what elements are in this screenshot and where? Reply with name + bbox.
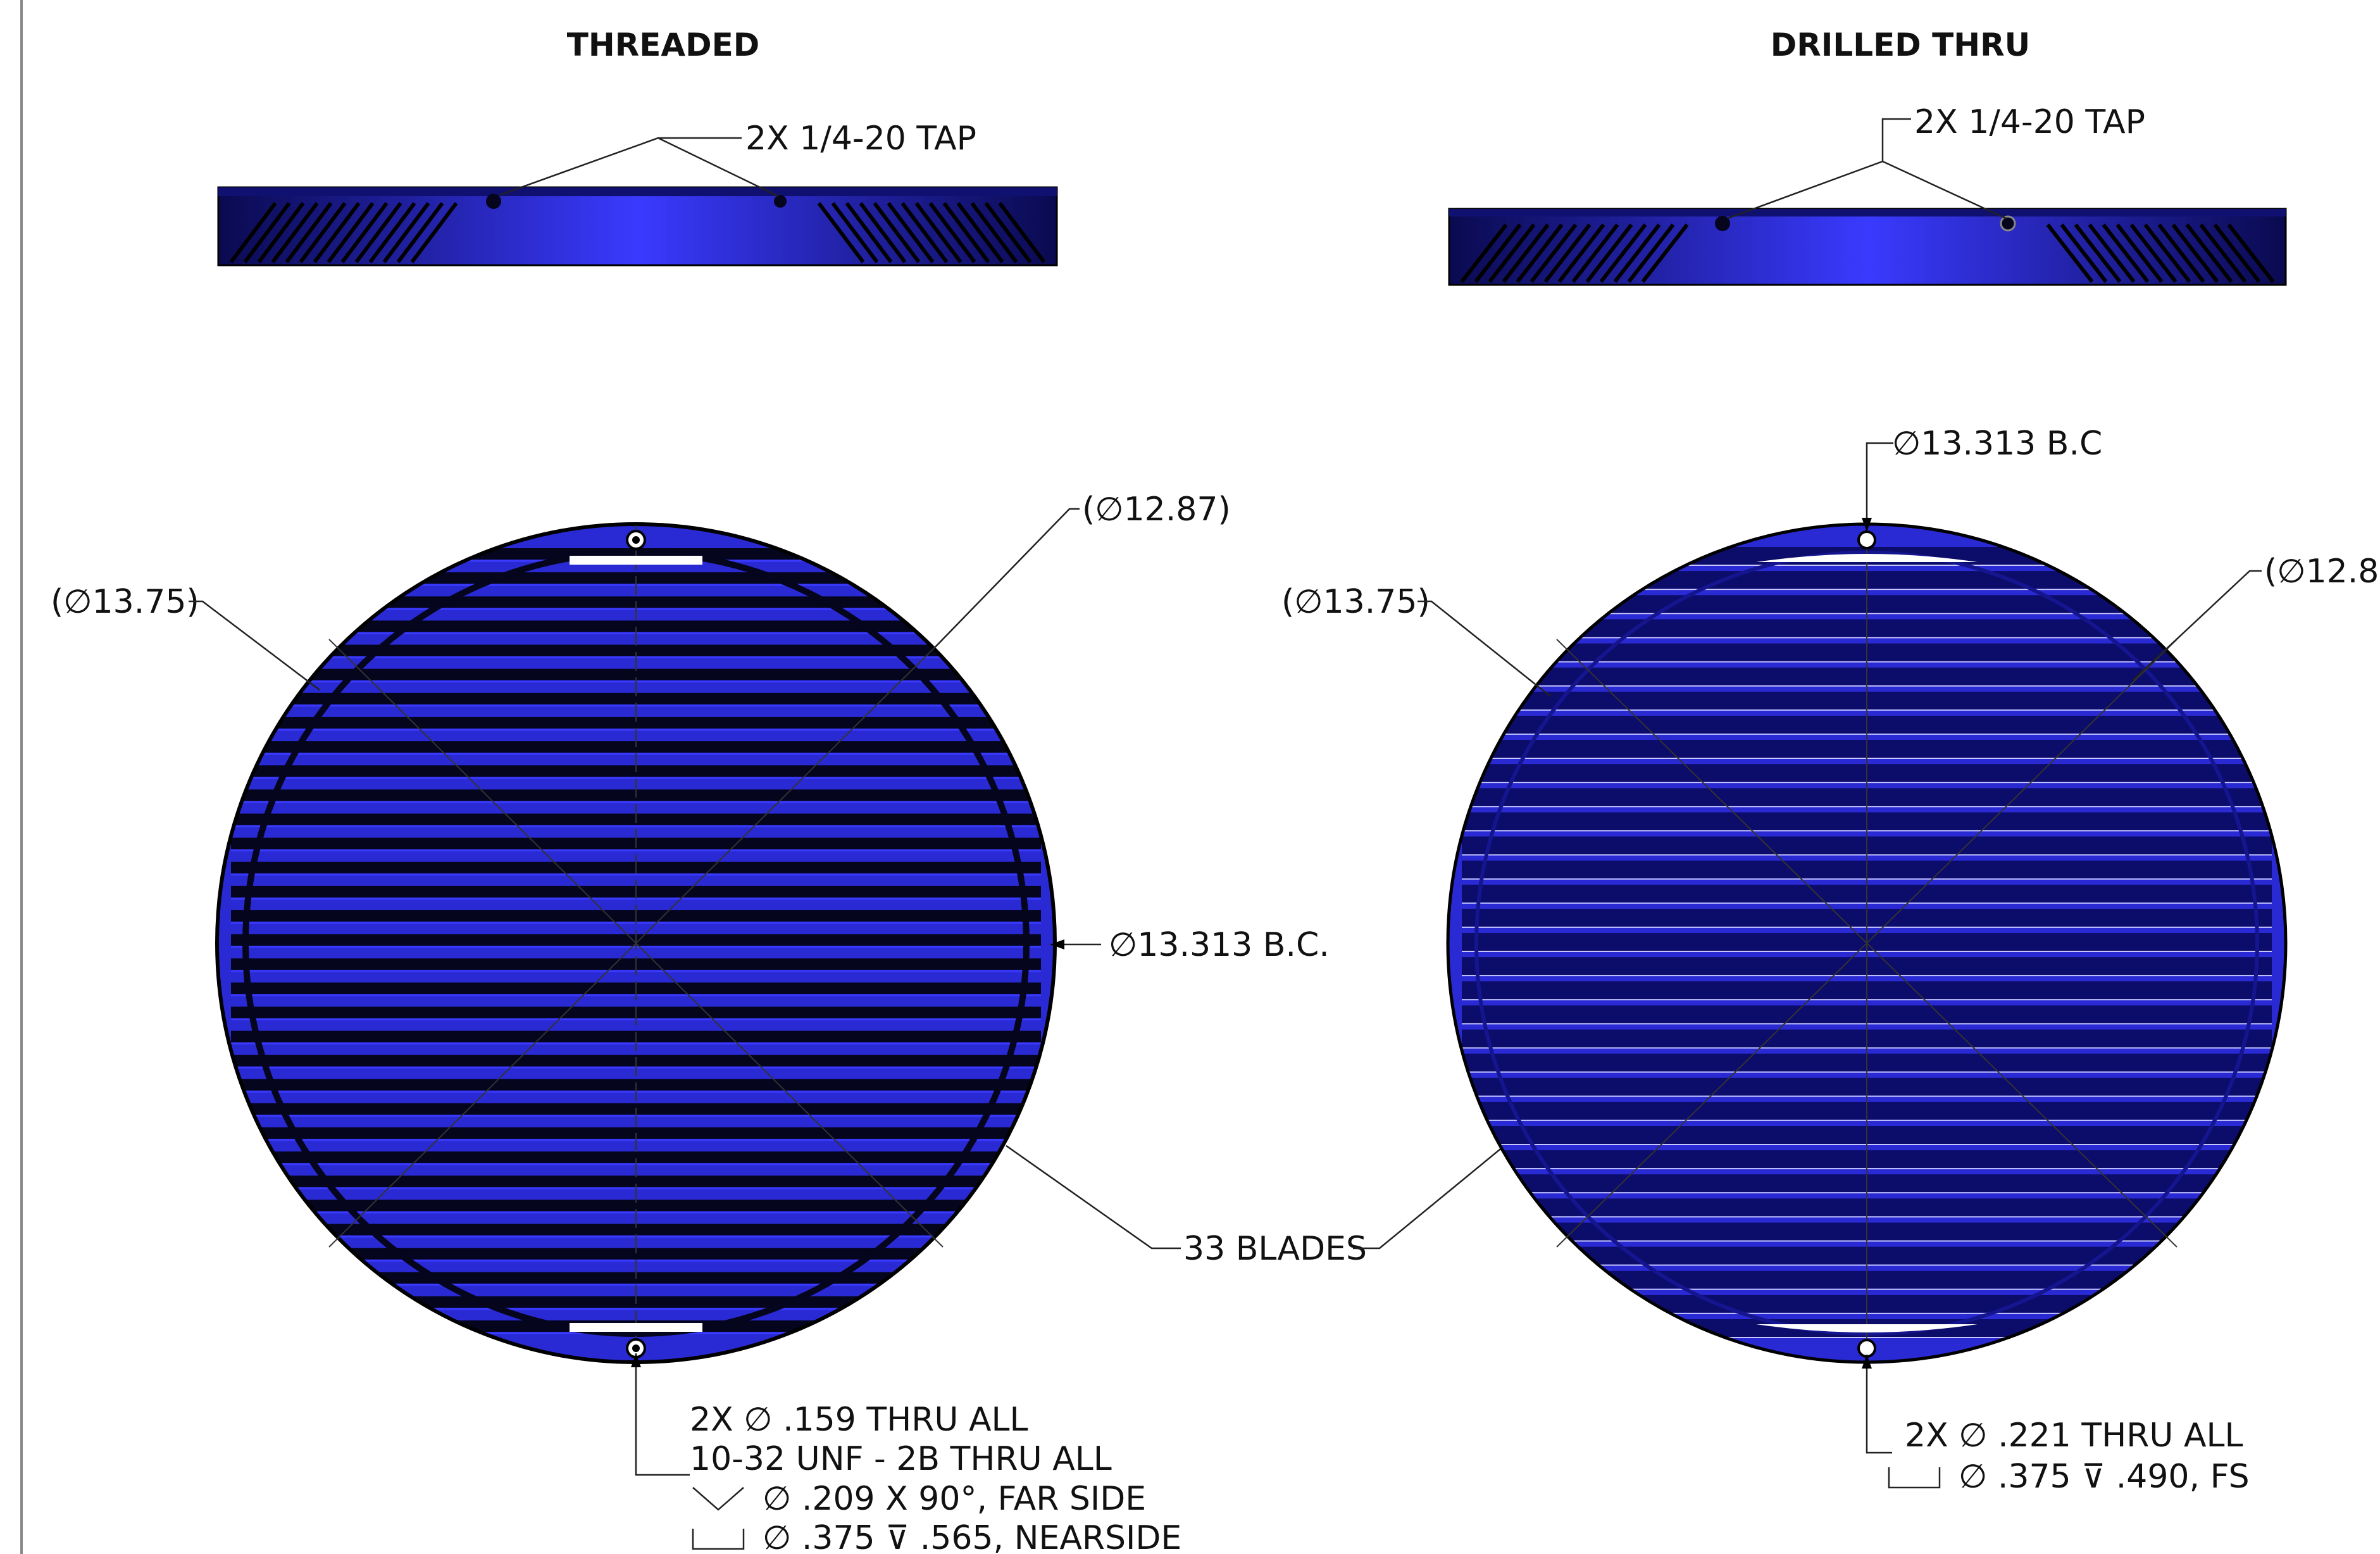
side-slat bbox=[956, 202, 1004, 263]
side-slat bbox=[2115, 223, 2164, 283]
side-slat bbox=[970, 202, 1018, 263]
counterbore-symbol bbox=[1888, 1467, 1941, 1489]
side-slat bbox=[1571, 223, 1619, 283]
side-slat bbox=[354, 202, 402, 263]
mount-hole-top bbox=[1857, 530, 1876, 549]
bolt-circle-drilled: ∅13.313 B.C bbox=[1892, 425, 2102, 463]
side-slat bbox=[873, 202, 921, 263]
hole-note-threaded-2: 10-32 UNF - 2B THRU ALL bbox=[690, 1440, 1112, 1478]
side-slat bbox=[984, 202, 1032, 263]
side-view-drilled bbox=[1448, 208, 2287, 286]
side-slat bbox=[229, 202, 277, 263]
blade bbox=[231, 692, 1041, 705]
side-slat bbox=[887, 202, 935, 263]
outer-dia-threaded: (∅13.75) bbox=[51, 583, 199, 621]
side-slat bbox=[410, 202, 458, 263]
hole-note-threaded-3: ∅ .209 X 90°, FAR SIDE bbox=[763, 1480, 1146, 1518]
side-slat bbox=[2060, 223, 2108, 283]
side-slat bbox=[2185, 223, 2233, 283]
side-slat bbox=[2171, 223, 2219, 283]
side-slat bbox=[1460, 223, 1508, 283]
inner-dia-threaded: (∅12.87) bbox=[1082, 491, 1231, 529]
bolt-circle-threaded: ∅13.313 B.C. bbox=[1109, 926, 1330, 964]
hole-note-drilled-1: 2X ∅ .221 THRU ALL bbox=[1905, 1417, 2243, 1455]
side-slat bbox=[998, 202, 1046, 263]
hole-note-threaded-1: 2X ∅ .159 THRU ALL bbox=[690, 1401, 1028, 1439]
side-view-threaded bbox=[217, 186, 1058, 266]
blade bbox=[231, 717, 1041, 729]
side-slat bbox=[2157, 223, 2205, 283]
side-slat bbox=[340, 202, 389, 263]
side-slat bbox=[257, 202, 305, 263]
side-slat bbox=[313, 202, 361, 263]
side-slat bbox=[1474, 223, 1522, 283]
side-slat bbox=[900, 202, 949, 263]
side-slat bbox=[1516, 223, 1564, 283]
tap-hole-left bbox=[486, 194, 501, 209]
side-slat bbox=[2102, 223, 2150, 283]
side-slat bbox=[1488, 223, 1536, 283]
side-slat bbox=[1502, 223, 1550, 283]
side-slat bbox=[831, 202, 879, 263]
side-slat bbox=[368, 202, 416, 263]
inner-dia-drilled: (∅12.87 bbox=[2264, 553, 2380, 591]
side-slat bbox=[1599, 223, 1647, 283]
front-view-drilled bbox=[1446, 522, 2288, 1364]
blade bbox=[231, 620, 1041, 632]
side-slat bbox=[1585, 223, 1633, 283]
blade bbox=[231, 1175, 1041, 1187]
blades-count: 33 BLADES bbox=[1183, 1230, 1367, 1268]
side-slat bbox=[2199, 223, 2247, 283]
side-slat bbox=[914, 202, 963, 263]
side-slat bbox=[382, 202, 430, 263]
side-slat bbox=[327, 202, 375, 263]
side-slat bbox=[1641, 223, 1689, 283]
tap-hole-right bbox=[2000, 215, 2016, 232]
side-slat bbox=[271, 202, 319, 263]
tap-note-drilled: 2X 1/4-20 TAP bbox=[1914, 103, 2145, 141]
side-slat bbox=[1627, 223, 1675, 283]
side-slat bbox=[845, 202, 893, 263]
side-slat bbox=[2143, 223, 2191, 283]
side-slat bbox=[2074, 223, 2122, 283]
view-title-drilled: DRILLED THRU bbox=[1771, 27, 2030, 63]
blade bbox=[231, 1224, 1041, 1236]
side-slat bbox=[396, 202, 444, 263]
blade bbox=[231, 1248, 1041, 1260]
countersink-symbol bbox=[692, 1487, 744, 1511]
side-slat bbox=[2129, 223, 2178, 283]
side-slat bbox=[299, 202, 347, 263]
side-slat bbox=[1543, 223, 1592, 283]
side-slat bbox=[243, 202, 291, 263]
tap-hole-left bbox=[1715, 216, 1730, 231]
mount-hole-bottom bbox=[1857, 1339, 1876, 1358]
view-title-threaded: THREADED bbox=[567, 27, 759, 63]
side-slat bbox=[928, 202, 976, 263]
hole-note-drilled-2: ∅ .375 ⊽ .490, FS bbox=[1959, 1458, 2250, 1496]
side-slat bbox=[1613, 223, 1661, 283]
side-slat bbox=[2213, 223, 2261, 283]
side-slat bbox=[942, 202, 990, 263]
side-slat bbox=[2088, 223, 2136, 283]
blade bbox=[231, 668, 1041, 680]
tap-note-threaded: 2X 1/4-20 TAP bbox=[745, 120, 976, 158]
side-slat bbox=[285, 202, 333, 263]
side-slat bbox=[1557, 223, 1605, 283]
side-slat bbox=[1530, 223, 1578, 283]
front-view-threaded bbox=[215, 522, 1057, 1364]
counterbore-symbol bbox=[692, 1529, 745, 1550]
side-slat bbox=[859, 202, 907, 263]
outer-dia-drilled: (∅13.75) bbox=[1281, 583, 1430, 621]
blade bbox=[231, 644, 1041, 656]
side-slat bbox=[817, 202, 865, 263]
side-slat bbox=[2227, 223, 2275, 283]
tap-hole-right bbox=[774, 195, 787, 208]
side-slat bbox=[2046, 223, 2094, 283]
blade bbox=[231, 1200, 1041, 1212]
hole-note-threaded-4: ∅ .375 ⊽ .565, NEARSIDE bbox=[763, 1519, 1181, 1554]
blade bbox=[231, 1151, 1041, 1163]
